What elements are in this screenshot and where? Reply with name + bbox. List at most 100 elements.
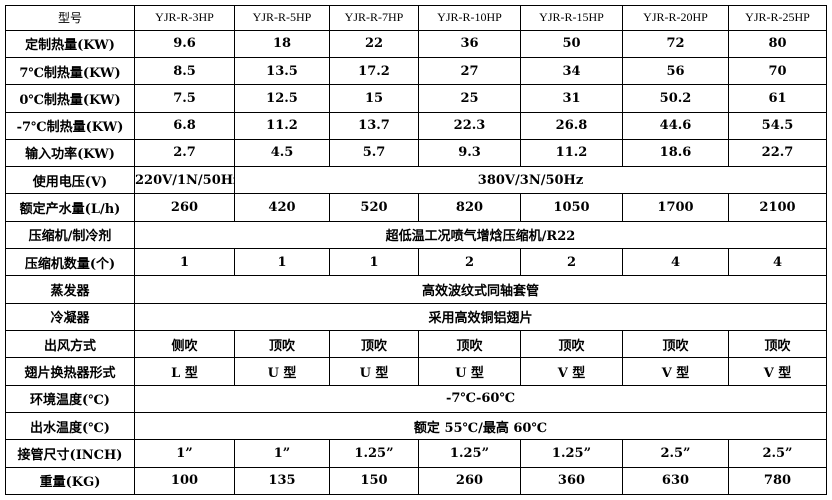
value-cell: 7.5 — [134, 84, 235, 113]
row-label: 额定产水量(L/h) — [5, 193, 135, 222]
value-cell: 2 — [418, 248, 521, 277]
value-cell: 34 — [520, 56, 623, 86]
row-label: 翅片换热器形式 — [5, 357, 135, 386]
water-row: 额定产水量(L/h) 260 420 520 820 1050 1700 2100 — [5, 193, 827, 222]
value-cell: 顶吹 — [728, 330, 827, 359]
value-cell: 220V/1N/50Hz — [134, 166, 235, 195]
value-cell: 额定 55℃/最高 60℃ — [134, 411, 827, 441]
row-label: 7℃制热量(KW) — [5, 56, 135, 86]
row-label: 环境温度(℃) — [5, 384, 135, 413]
row-label: 压缩机数量(个) — [5, 248, 135, 277]
row-label: 压缩机/制冷剂 — [5, 220, 135, 250]
value-cell: 2.5” — [728, 439, 827, 468]
value-cell: 54.5 — [728, 111, 827, 140]
value-cell: 780 — [728, 466, 827, 496]
value-cell: 820 — [418, 193, 521, 222]
row-label: 蒸发器 — [5, 275, 135, 304]
value-cell: 顶吹 — [622, 330, 729, 359]
value-cell: 15 — [329, 84, 419, 113]
value-cell: 13.7 — [329, 111, 419, 140]
value-cell: 超低温工况喷气增焓压缩机/R22 — [134, 220, 827, 250]
value-cell: 4 — [622, 248, 729, 277]
value-cell: 采用高效铜铝翅片 — [134, 302, 827, 332]
value-cell: 18 — [234, 29, 330, 58]
value-cell: 1” — [134, 439, 235, 468]
value-cell: 22 — [329, 29, 419, 58]
value-cell: 26.8 — [520, 111, 623, 140]
value-cell: V 型 — [728, 357, 827, 386]
row-label: 出风方式 — [5, 330, 135, 359]
value-cell: 135 — [234, 466, 330, 496]
value-cell: 31 — [520, 84, 623, 113]
value-cell: 顶吹 — [234, 330, 330, 359]
value-cell: 8.5 — [134, 56, 235, 86]
value-cell: 1.25” — [329, 439, 419, 468]
value-cell: 50.2 — [622, 84, 729, 113]
value-cell: L 型 — [134, 357, 235, 386]
row-label: 输入功率(KW) — [5, 138, 135, 168]
spec-row: 7℃制热量(KW) 8.5 13.5 17.2 27 34 56 70 — [5, 56, 827, 86]
evaporator-row: 蒸发器 高效波纹式同轴套管 — [5, 275, 827, 304]
value-cell: V 型 — [520, 357, 623, 386]
spec-row: 输入功率(KW) 2.7 4.5 5.7 9.3 11.2 18.6 22.7 — [5, 138, 827, 168]
value-cell: 1 — [134, 248, 235, 277]
compressor-count-row: 压缩机数量(个) 1 1 1 2 2 4 4 — [5, 248, 827, 277]
model-header: YJR-R-25HP — [728, 5, 827, 31]
value-cell: 9.3 — [418, 138, 521, 168]
value-cell: 1.25” — [418, 439, 521, 468]
voltage-row: 使用电压(V) 220V/1N/50Hz 380V/3N/50Hz — [5, 166, 827, 195]
value-cell: 11.2 — [520, 138, 623, 168]
model-header: YJR-R-3HP — [134, 5, 235, 31]
value-cell: 70 — [728, 56, 827, 86]
value-cell: 4.5 — [234, 138, 330, 168]
row-label: 使用电压(V) — [5, 166, 135, 195]
row-label: 定制热量(KW) — [5, 29, 135, 58]
value-cell: 36 — [418, 29, 521, 58]
row-label: 0℃制热量(KW) — [5, 84, 135, 113]
ambient-row: 环境温度(℃) -7℃-60℃ — [5, 384, 827, 413]
value-cell: 520 — [329, 193, 419, 222]
value-cell: 260 — [134, 193, 235, 222]
value-cell: 56 — [622, 56, 729, 86]
value-cell: 顶吹 — [329, 330, 419, 359]
value-cell: 1 — [329, 248, 419, 277]
model-header: YJR-R-5HP — [234, 5, 330, 31]
spec-row: 0℃制热量(KW) 7.5 12.5 15 25 31 50.2 61 — [5, 84, 827, 113]
value-cell: 1700 — [622, 193, 729, 222]
value-cell: 18.6 — [622, 138, 729, 168]
value-cell: -7℃-60℃ — [134, 384, 827, 413]
row-label: 型号 — [5, 5, 135, 31]
model-header: YJR-R-20HP — [622, 5, 729, 31]
value-cell: 5.7 — [329, 138, 419, 168]
value-cell: 50 — [520, 29, 623, 58]
value-cell: 150 — [329, 466, 419, 496]
value-cell: 2 — [520, 248, 623, 277]
value-cell: 380V/3N/50Hz — [234, 166, 827, 195]
value-cell: 27 — [418, 56, 521, 86]
value-cell: 1.25” — [520, 439, 623, 468]
value-cell: 4 — [728, 248, 827, 277]
header-row: 型号 YJR-R-3HP YJR-R-5HP YJR-R-7HP YJR-R-10HP Y… — [5, 5, 827, 31]
value-cell: 1” — [234, 439, 330, 468]
compressor-row: 压缩机/制冷剂 超低温工况喷气增焓压缩机/R22 — [5, 220, 827, 250]
value-cell: 260 — [418, 466, 521, 496]
spec-row: 定制热量(KW) 9.6 18 22 36 50 72 80 — [5, 29, 827, 58]
model-header: YJR-R-15HP — [520, 5, 623, 31]
value-cell: 9.6 — [134, 29, 235, 58]
value-cell: 1 — [234, 248, 330, 277]
spec-row: -7℃制热量(KW) 6.8 11.2 13.7 22.3 26.8 44.6 54.5 — [5, 111, 827, 140]
value-cell: 11.2 — [234, 111, 330, 140]
value-cell: 420 — [234, 193, 330, 222]
value-cell: 13.5 — [234, 56, 330, 86]
value-cell: 1050 — [520, 193, 623, 222]
value-cell: 17.2 — [329, 56, 419, 86]
pipe-row: 接管尺寸(INCH) 1” 1” 1.25” 1.25” 1.25” 2.5” 2.5” — [5, 439, 827, 468]
value-cell: 6.8 — [134, 111, 235, 140]
row-label: 重量(KG) — [5, 466, 135, 496]
value-cell: U 型 — [418, 357, 521, 386]
value-cell: 100 — [134, 466, 235, 496]
value-cell: 2.5” — [622, 439, 729, 468]
value-cell: 2100 — [728, 193, 827, 222]
condenser-row: 冷凝器 采用高效铜铝翅片 — [5, 302, 827, 332]
